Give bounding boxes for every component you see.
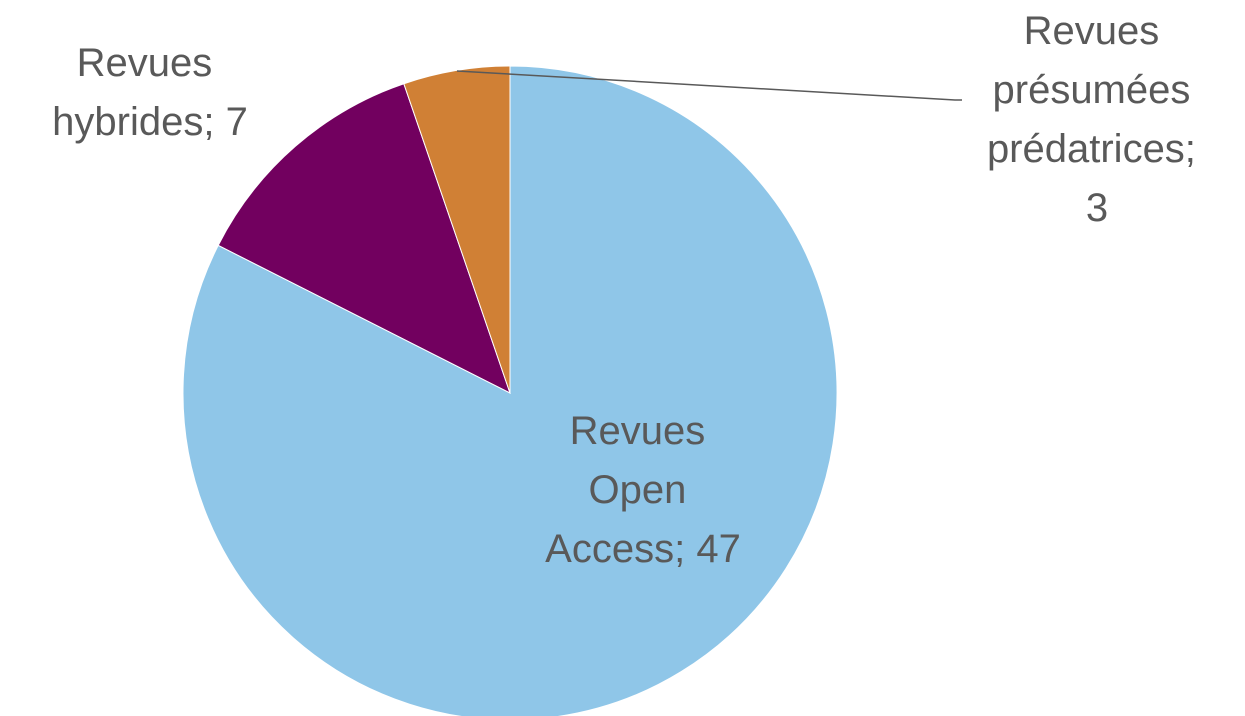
label-line: Open: [589, 468, 698, 512]
data-label: Revues présumées prédatrices; 3: [987, 9, 1207, 230]
label-line: Access; 47: [545, 527, 741, 571]
data-label: Revues hybrides; 7: [52, 41, 248, 144]
pie-slice: [217, 83, 511, 395]
label-line: prédatrices;: [987, 127, 1207, 171]
label-line: 3: [1086, 186, 1108, 230]
label-line: Revues: [77, 41, 224, 85]
leader-line: [456, 70, 962, 101]
data-label: Revues Open Access; 47: [545, 409, 741, 571]
label-line: Revues: [1024, 9, 1171, 53]
label-line: Revues: [570, 409, 717, 453]
label-line: hybrides; 7: [52, 100, 248, 144]
pie-slice: [182, 65, 838, 716]
pie-slice: [403, 65, 511, 394]
label-line: présumées: [993, 68, 1202, 112]
